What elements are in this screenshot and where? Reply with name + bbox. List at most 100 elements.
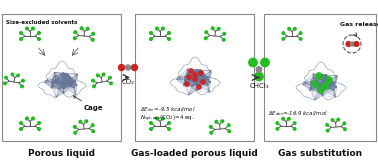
Circle shape	[20, 38, 22, 40]
Circle shape	[21, 85, 23, 88]
Circle shape	[205, 31, 208, 34]
Circle shape	[150, 38, 152, 40]
Circle shape	[222, 38, 225, 41]
Text: CO₂: CO₂	[121, 80, 135, 85]
Circle shape	[73, 37, 76, 40]
Circle shape	[4, 82, 6, 85]
Circle shape	[189, 69, 193, 73]
Bar	[135, 14, 254, 141]
Circle shape	[38, 38, 40, 40]
Circle shape	[162, 117, 164, 120]
Circle shape	[79, 120, 82, 123]
Text: Gas release: Gas release	[340, 22, 378, 37]
Circle shape	[282, 32, 285, 34]
Circle shape	[217, 28, 220, 30]
Circle shape	[85, 120, 88, 123]
Circle shape	[228, 130, 231, 132]
Circle shape	[294, 28, 296, 30]
Circle shape	[318, 87, 324, 93]
Circle shape	[92, 79, 94, 82]
Circle shape	[80, 27, 83, 30]
Circle shape	[32, 117, 34, 120]
Circle shape	[168, 128, 170, 130]
Circle shape	[221, 120, 224, 123]
Circle shape	[17, 74, 19, 77]
Circle shape	[38, 122, 40, 124]
Circle shape	[38, 32, 40, 34]
Circle shape	[185, 82, 189, 86]
Circle shape	[22, 79, 24, 82]
Circle shape	[187, 75, 191, 79]
Circle shape	[26, 27, 28, 30]
Circle shape	[132, 64, 138, 71]
Circle shape	[201, 80, 205, 84]
Circle shape	[261, 58, 269, 67]
Text: $N_{opt,abs}$(CO$_2$)=4 eq.: $N_{opt,abs}$(CO$_2$)=4 eq.	[140, 114, 194, 124]
Circle shape	[156, 117, 158, 120]
Circle shape	[110, 82, 112, 85]
Circle shape	[38, 128, 40, 130]
Circle shape	[215, 120, 218, 123]
Circle shape	[11, 73, 14, 76]
Text: Cage: Cage	[73, 96, 104, 111]
Circle shape	[326, 129, 329, 132]
Circle shape	[168, 32, 170, 34]
Text: Gas-loaded porous liquid: Gas-loaded porous liquid	[131, 149, 258, 158]
Circle shape	[293, 128, 296, 130]
Circle shape	[288, 28, 290, 30]
Circle shape	[249, 58, 257, 67]
Circle shape	[276, 128, 279, 130]
Circle shape	[5, 76, 7, 79]
Circle shape	[20, 32, 22, 34]
Circle shape	[92, 32, 94, 35]
Circle shape	[210, 131, 213, 134]
Circle shape	[276, 122, 279, 124]
Circle shape	[312, 81, 318, 87]
Circle shape	[337, 118, 339, 121]
Circle shape	[156, 27, 158, 30]
Circle shape	[92, 130, 94, 132]
Circle shape	[32, 27, 34, 30]
Circle shape	[20, 122, 22, 124]
Circle shape	[346, 42, 351, 46]
Circle shape	[74, 131, 77, 134]
Circle shape	[288, 117, 290, 120]
Circle shape	[331, 119, 334, 121]
Circle shape	[299, 32, 302, 34]
Circle shape	[316, 73, 322, 79]
Text: Gas substitution: Gas substitution	[278, 149, 362, 158]
Circle shape	[211, 27, 214, 30]
Circle shape	[193, 77, 197, 81]
Bar	[264, 14, 376, 141]
Circle shape	[20, 128, 22, 130]
Circle shape	[282, 117, 284, 120]
Circle shape	[150, 32, 152, 34]
Circle shape	[299, 38, 302, 40]
Circle shape	[350, 42, 355, 46]
Text: $\Delta E_{fxn}$=-9.5 kcal/mol: $\Delta E_{fxn}$=-9.5 kcal/mol	[140, 105, 196, 114]
Circle shape	[150, 128, 152, 130]
Circle shape	[343, 122, 345, 125]
Circle shape	[118, 64, 124, 71]
Circle shape	[86, 28, 89, 30]
Circle shape	[93, 85, 95, 88]
Circle shape	[255, 72, 263, 81]
Circle shape	[223, 32, 226, 35]
Circle shape	[322, 83, 328, 89]
Circle shape	[227, 124, 230, 127]
Circle shape	[168, 122, 170, 124]
Circle shape	[354, 42, 359, 46]
Circle shape	[91, 38, 94, 41]
Circle shape	[204, 37, 207, 40]
Circle shape	[344, 128, 346, 130]
Circle shape	[168, 38, 170, 40]
Circle shape	[197, 85, 201, 89]
Circle shape	[109, 76, 111, 79]
Circle shape	[199, 71, 203, 75]
Circle shape	[97, 74, 99, 77]
Text: Size-excluded solvents: Size-excluded solvents	[6, 20, 77, 25]
Circle shape	[150, 122, 152, 124]
Circle shape	[193, 73, 197, 77]
Text: $\Delta E_{abs}$=-16.9 kcal/mol: $\Delta E_{abs}$=-16.9 kcal/mol	[268, 109, 328, 118]
Circle shape	[91, 124, 94, 127]
